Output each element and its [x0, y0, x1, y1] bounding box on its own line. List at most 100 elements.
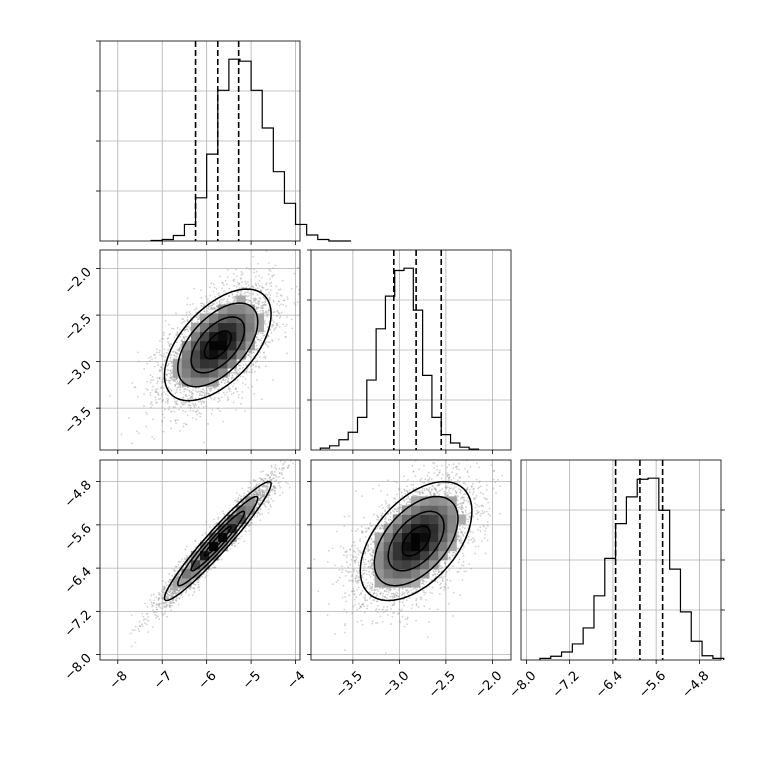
sample-point [174, 350, 176, 353]
sample-point [158, 593, 161, 596]
sample-point [174, 573, 176, 576]
sample-point [227, 295, 230, 297]
density-cell [172, 368, 183, 378]
sample-point [169, 354, 171, 357]
density-cell [190, 350, 201, 360]
sample-point [169, 420, 172, 423]
sample-point [158, 349, 161, 352]
sample-point [187, 567, 190, 570]
sample-point [282, 323, 285, 326]
sample-point [246, 370, 248, 373]
sample-point [229, 301, 232, 304]
sample-point [200, 400, 203, 403]
sample-point [208, 392, 211, 395]
sample-point [237, 369, 240, 371]
sample-point [162, 413, 164, 416]
sample-point [260, 495, 263, 498]
sample-point [252, 351, 255, 354]
sample-point [217, 392, 220, 394]
sample-point [221, 281, 224, 284]
sample-point [240, 270, 243, 273]
sample-point [254, 282, 257, 285]
sample-point [233, 298, 236, 301]
sample-point [172, 406, 175, 408]
sample-point [262, 470, 264, 473]
sample-point [265, 283, 267, 286]
sample-point [203, 390, 206, 392]
sample-point [273, 311, 276, 313]
sample-point [154, 390, 157, 393]
sample-point [257, 302, 260, 305]
hist-panel-p0 [96, 40, 352, 245]
sample-point [237, 372, 240, 375]
sample-point [252, 351, 255, 354]
sample-point [243, 492, 246, 495]
density-contour [203, 330, 232, 360]
sample-point [161, 355, 163, 357]
sample-point [221, 299, 224, 301]
sample-point [149, 599, 152, 601]
sample-point [154, 391, 157, 394]
sample-point [183, 390, 186, 393]
sample-point [233, 284, 236, 287]
sample-point [166, 402, 169, 405]
sample-point [174, 385, 177, 388]
sample-point [149, 402, 152, 405]
density-cell [190, 331, 201, 342]
sample-point [253, 393, 256, 395]
sample-point [186, 414, 189, 417]
sample-point [228, 295, 231, 297]
sample-point [211, 387, 213, 390]
sample-point [187, 406, 190, 409]
sample-point [264, 303, 267, 306]
sample-point [256, 293, 259, 296]
sample-point [228, 375, 231, 377]
density-cell [227, 350, 237, 360]
sample-point [257, 494, 260, 496]
sample-point [167, 398, 170, 401]
sample-point [171, 350, 174, 353]
sample-point [161, 392, 164, 395]
sample-point [162, 398, 165, 401]
sample-point [160, 337, 163, 340]
sample-point [207, 392, 210, 395]
sample-point [146, 380, 148, 383]
sample-point [138, 621, 141, 623]
sample-point [248, 294, 250, 297]
sample-point [200, 296, 203, 299]
sample-point [161, 421, 163, 423]
sample-point [185, 311, 188, 314]
sample-point [160, 387, 163, 389]
sample-point [217, 407, 219, 410]
sample-point [234, 295, 236, 298]
sample-point [232, 392, 235, 395]
sample-point [152, 418, 154, 421]
sample-point [227, 377, 230, 380]
sample-point [200, 412, 202, 415]
sample-point [170, 343, 173, 345]
sample-point [162, 586, 165, 589]
density-cell [200, 331, 210, 342]
sample-point [256, 338, 259, 341]
sample-point [257, 493, 260, 496]
sample-point [275, 295, 278, 298]
sample-point [244, 291, 247, 294]
sample-point [150, 401, 153, 404]
sample-point [171, 375, 174, 378]
density-cell [236, 340, 246, 351]
sample-point [174, 419, 177, 422]
sample-point [258, 366, 261, 369]
sample-point [227, 302, 230, 305]
sample-point [236, 293, 238, 296]
sample-point [156, 387, 159, 390]
sample-point [203, 394, 206, 397]
sample-point [185, 328, 188, 331]
sample-point [244, 280, 247, 283]
sample-point [182, 318, 185, 321]
sample-point [233, 297, 236, 300]
sample-point [248, 517, 251, 520]
sample-point [232, 385, 235, 388]
sample-point [176, 326, 179, 329]
sample-point [256, 359, 259, 362]
sample-point [234, 512, 237, 515]
